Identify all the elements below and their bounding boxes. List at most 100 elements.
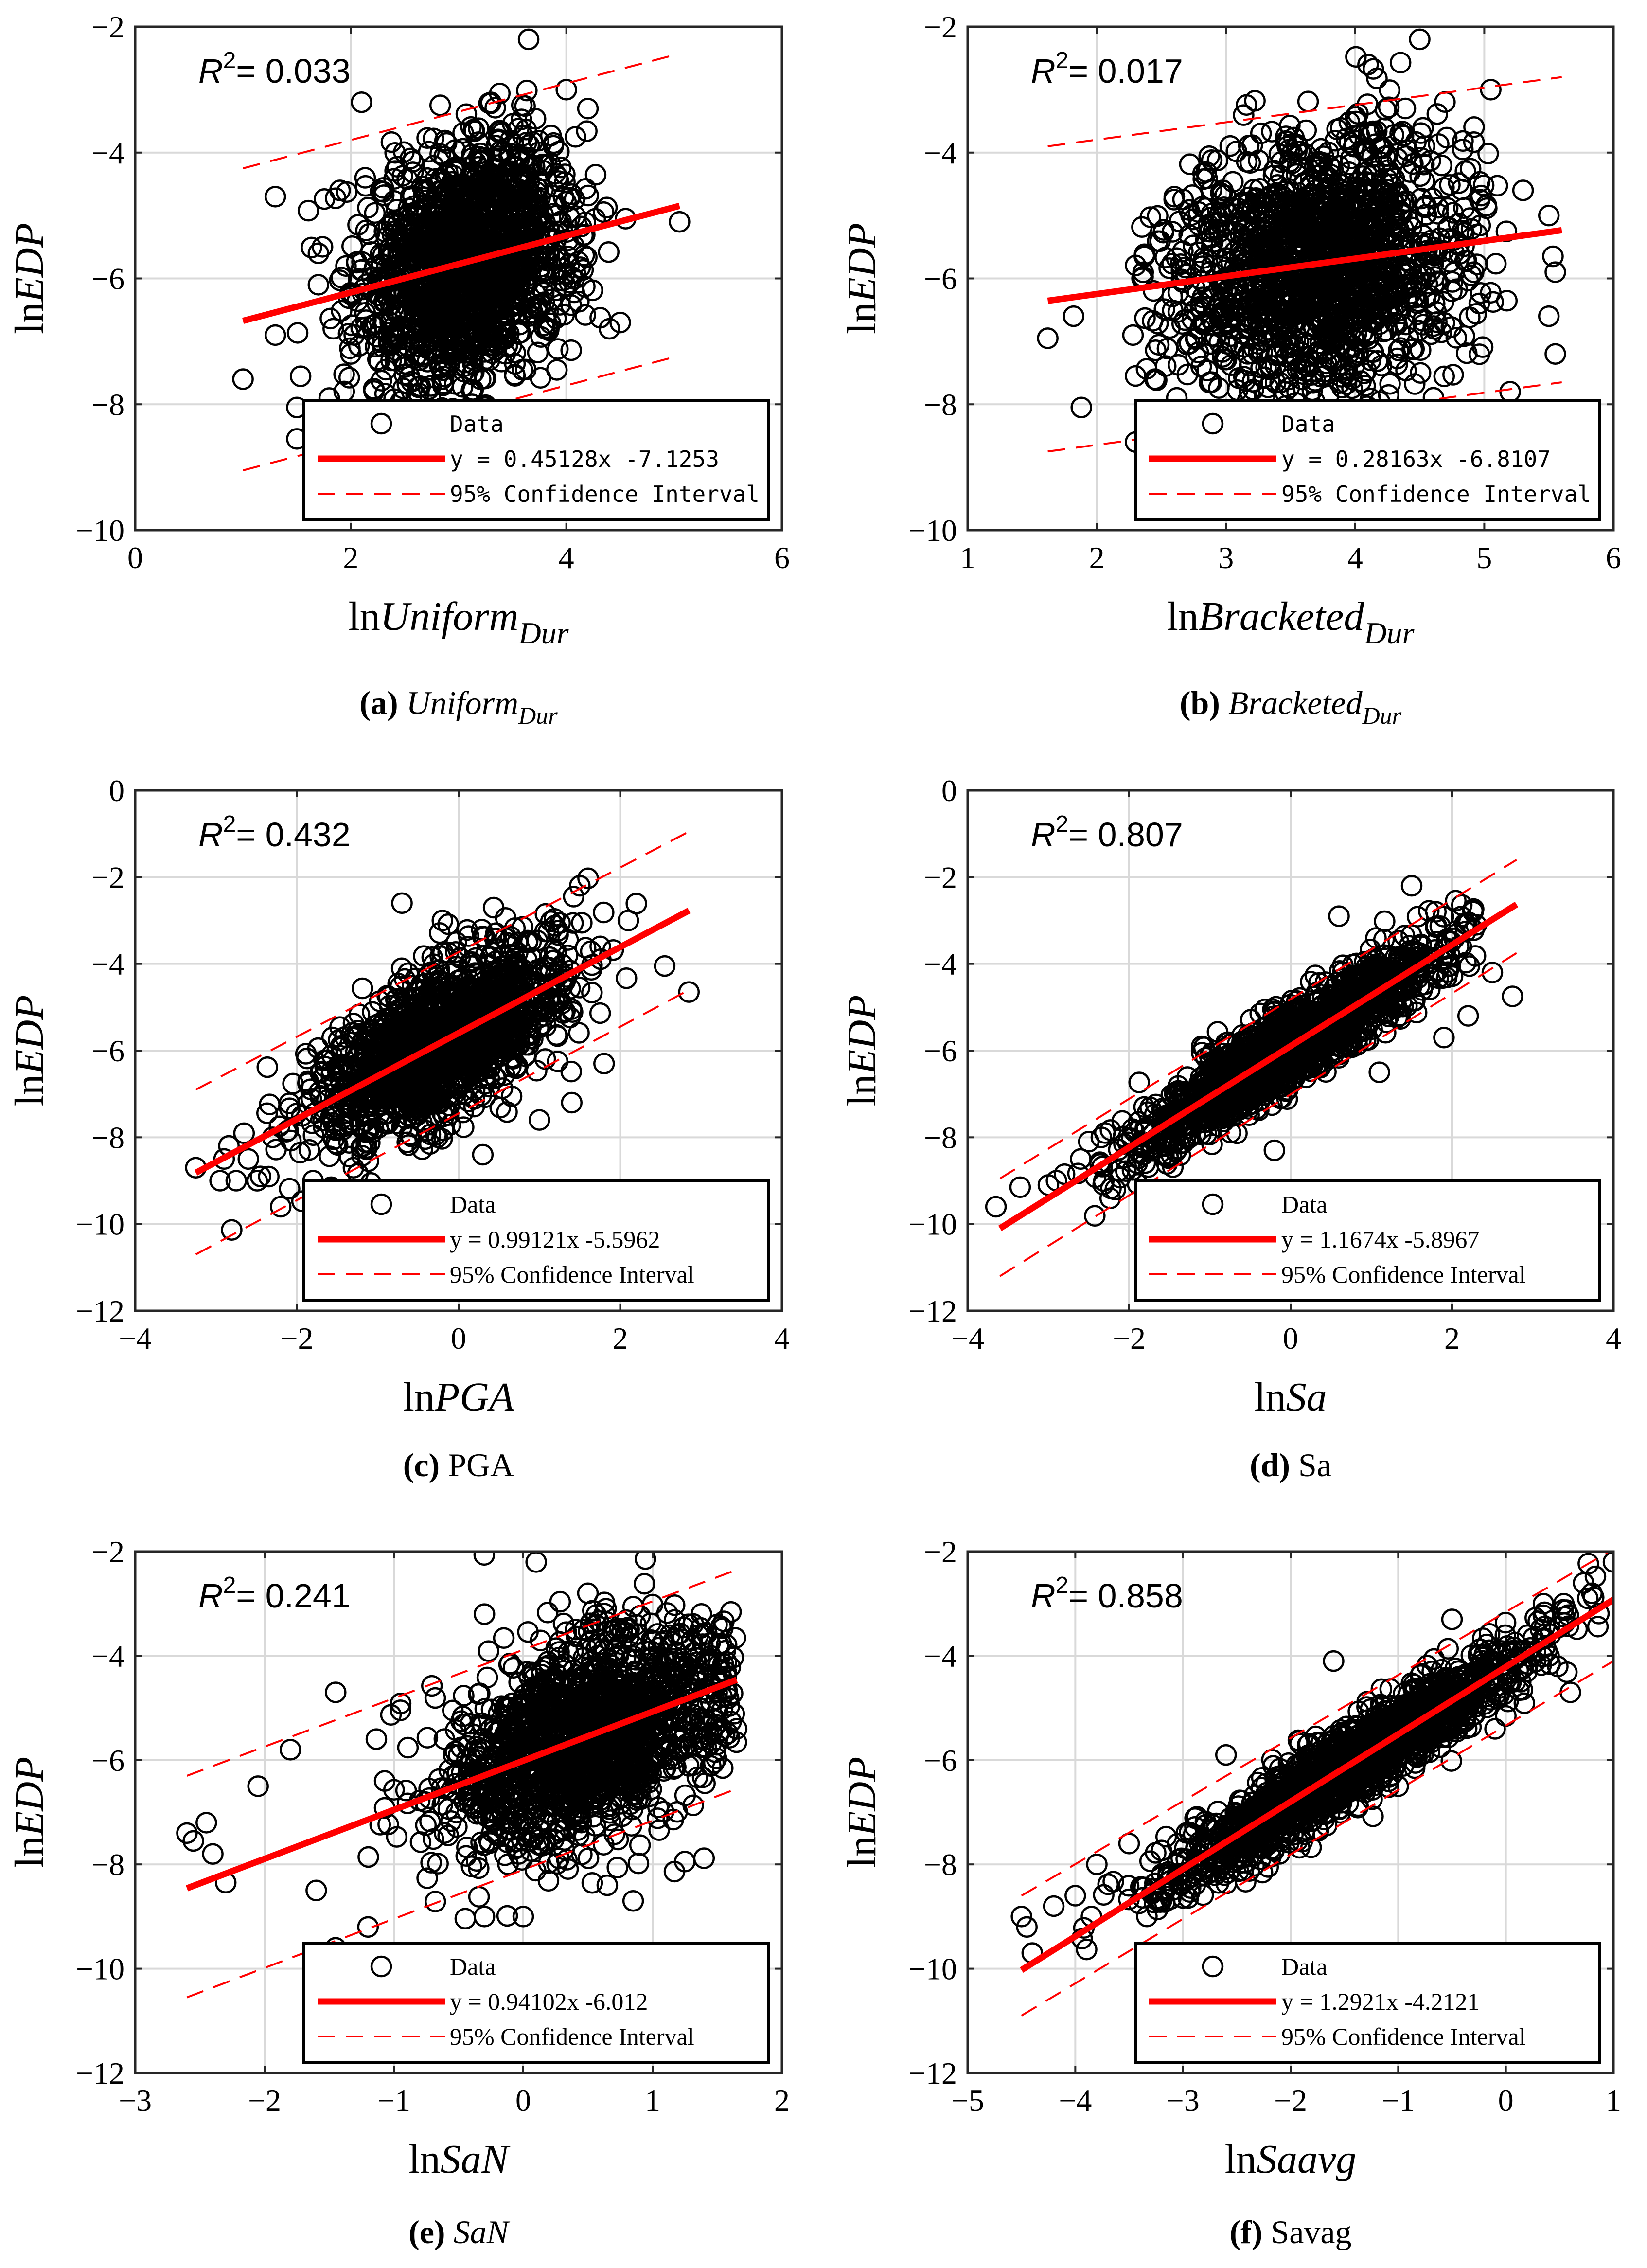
data-point	[1460, 218, 1483, 240]
data-point	[1463, 261, 1485, 283]
data-point	[1378, 96, 1400, 118]
legend-data-marker	[370, 412, 392, 435]
data-point	[416, 127, 438, 149]
data-point	[439, 1011, 461, 1033]
data-point	[461, 363, 483, 385]
data-point	[1303, 288, 1326, 310]
data-point	[498, 196, 520, 218]
y-tick-label: −6	[91, 1034, 124, 1068]
y-tick-label: −10	[76, 513, 124, 548]
data-point	[1463, 131, 1485, 153]
data-point	[1345, 110, 1367, 133]
data-point	[485, 922, 507, 944]
x-tick-label: 4	[774, 1321, 790, 1356]
data-point	[1455, 342, 1478, 364]
data-point	[426, 1091, 449, 1113]
y-tick-label: −2	[91, 860, 124, 894]
data-point	[358, 223, 380, 245]
data-point	[454, 352, 476, 374]
data-point	[357, 196, 379, 219]
x-tick-label: 4	[559, 540, 574, 575]
data-point	[1183, 234, 1204, 256]
data-point	[492, 973, 514, 995]
data-point	[480, 91, 502, 113]
data-point	[526, 181, 548, 203]
data-point	[1452, 139, 1474, 161]
data-point	[400, 1015, 422, 1037]
data-point	[1307, 340, 1329, 363]
data-point	[1469, 343, 1490, 365]
data-point	[491, 190, 514, 212]
legend-fit-label: y = 0.45128x -7.1253	[450, 446, 719, 472]
data-point	[390, 957, 413, 979]
data-point	[1512, 179, 1534, 201]
data-point	[351, 259, 372, 281]
data-point	[1388, 339, 1410, 361]
data-point	[407, 376, 429, 398]
y-tick-label: −4	[924, 136, 957, 170]
data-point	[1409, 165, 1431, 187]
data-point	[364, 202, 386, 224]
data-point	[258, 1165, 280, 1188]
data-point	[569, 875, 591, 897]
data-point	[472, 1143, 494, 1166]
y-tick-label: −8	[924, 387, 957, 422]
data-point	[1063, 305, 1085, 327]
data-point	[494, 218, 516, 240]
data-point	[331, 300, 353, 322]
data-point	[1318, 348, 1340, 371]
data-point	[593, 901, 615, 924]
data-point	[1306, 292, 1328, 314]
data-point	[1225, 141, 1247, 162]
data-point	[1368, 302, 1390, 324]
data-point	[1328, 372, 1351, 394]
data-point	[416, 1120, 438, 1142]
data-point	[453, 993, 476, 1015]
data-point	[469, 1011, 491, 1033]
data-point	[1278, 139, 1300, 161]
data-point	[462, 353, 484, 375]
data-point	[1139, 206, 1161, 228]
legend-data-label: Data	[450, 411, 504, 437]
data-point	[555, 79, 577, 101]
x-tick-label: 6	[1606, 540, 1621, 575]
data-point	[1324, 130, 1346, 152]
data-point	[1538, 204, 1560, 227]
data-point	[515, 119, 537, 141]
x-tick-label: 2	[613, 1321, 628, 1356]
data-point	[431, 910, 453, 931]
data-point	[472, 926, 494, 947]
data-point	[430, 1067, 453, 1089]
data-point	[1290, 288, 1311, 310]
data-point	[1442, 364, 1464, 386]
data-point	[512, 180, 534, 203]
data-point	[297, 199, 319, 222]
x-axis-label: lnUniformDur	[348, 594, 569, 650]
data-point	[1317, 321, 1339, 343]
data-point	[359, 1132, 381, 1154]
data-point	[319, 307, 341, 330]
data-point	[515, 255, 538, 277]
data-point	[505, 302, 527, 324]
data-point	[1348, 124, 1370, 146]
data-point	[1392, 217, 1414, 239]
data-point	[1446, 278, 1468, 300]
data-point	[376, 1077, 398, 1099]
data-point	[1196, 359, 1218, 382]
data-point	[1188, 241, 1210, 264]
data-point	[1426, 270, 1449, 292]
data-point	[1435, 126, 1458, 149]
data-point	[563, 886, 585, 908]
r-squared-label: R2= 0.432	[198, 811, 351, 854]
data-point	[558, 271, 581, 294]
data-point	[1228, 367, 1250, 389]
data-point	[1345, 46, 1367, 68]
data-point	[1389, 199, 1411, 222]
data-point	[509, 169, 531, 192]
data-point	[1542, 245, 1564, 268]
data-point	[475, 367, 496, 389]
ci-lower-line	[243, 356, 674, 472]
data-point	[1351, 311, 1373, 333]
data-point	[265, 1139, 287, 1161]
